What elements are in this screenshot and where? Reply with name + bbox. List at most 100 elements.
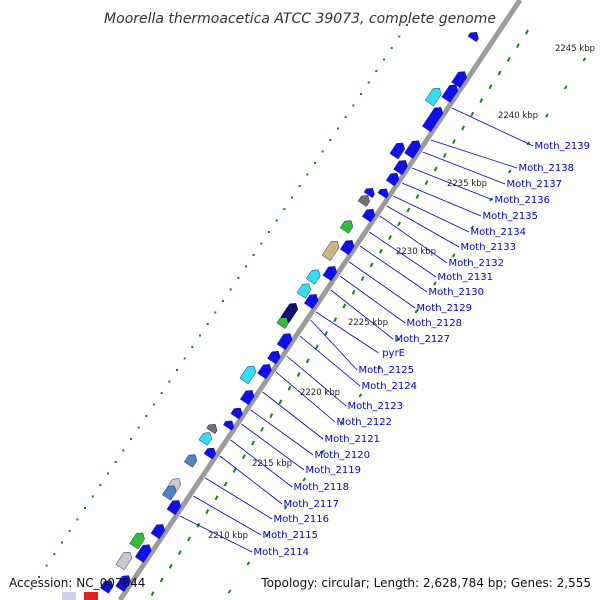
gc-tick bbox=[251, 440, 255, 446]
track-dot bbox=[375, 70, 378, 72]
gc-tick bbox=[433, 166, 438, 172]
gene-label[interactable]: Moth_2129 bbox=[417, 303, 472, 314]
track-dot bbox=[306, 173, 309, 176]
gene-block bbox=[467, 32, 479, 42]
gene-block bbox=[134, 544, 152, 563]
kbp-label: 2220 kbp bbox=[300, 388, 340, 398]
gene-label[interactable]: Moth_2138 bbox=[519, 163, 574, 174]
gene-label[interactable]: Moth_2120 bbox=[315, 450, 370, 461]
gc-tick-track bbox=[150, 29, 587, 597]
gc-tick bbox=[377, 365, 381, 370]
track-dot bbox=[122, 449, 125, 452]
gc-tick bbox=[342, 303, 347, 309]
gene-label[interactable]: Moth_2119 bbox=[306, 465, 361, 476]
track-dot bbox=[275, 219, 278, 222]
leader-line bbox=[393, 195, 470, 233]
gene-block bbox=[357, 195, 370, 207]
leader-line bbox=[250, 409, 314, 456]
track-dot bbox=[168, 380, 171, 383]
gc-tick bbox=[516, 43, 520, 49]
leader-line bbox=[369, 231, 437, 278]
gene-block bbox=[404, 140, 421, 159]
track-dot bbox=[130, 438, 132, 440]
gc-tick bbox=[414, 309, 419, 314]
gene-label[interactable]: Moth_2133 bbox=[461, 242, 516, 253]
gc-tick bbox=[461, 125, 465, 131]
track-dot bbox=[298, 185, 301, 187]
gc-tick bbox=[507, 169, 512, 174]
track-dot bbox=[107, 472, 109, 475]
gc-tick bbox=[227, 589, 232, 594]
gene-block bbox=[276, 333, 293, 350]
gc-tick bbox=[582, 57, 587, 62]
track-dot bbox=[360, 93, 362, 95]
gc-tick bbox=[406, 207, 411, 213]
gene-label[interactable]: Moth_2137 bbox=[507, 179, 562, 190]
leader-line bbox=[349, 261, 416, 309]
gene-label[interactable]: Moth_2132 bbox=[449, 258, 504, 269]
gene-block bbox=[389, 142, 405, 160]
track-dot bbox=[38, 576, 40, 578]
gene-block bbox=[99, 580, 114, 594]
gene-block bbox=[198, 432, 212, 446]
leader-line bbox=[179, 515, 253, 553]
track-dot bbox=[383, 58, 385, 61]
gene-block bbox=[166, 500, 182, 516]
gene-label[interactable]: Moth_2125 bbox=[359, 365, 414, 376]
gc-tick bbox=[315, 344, 319, 350]
gene-label[interactable]: Moth_2116 bbox=[274, 514, 329, 525]
gene-block bbox=[183, 454, 198, 468]
gc-tick bbox=[150, 591, 155, 597]
gc-tick bbox=[388, 235, 392, 240]
backbone bbox=[117, 0, 523, 600]
gene-label[interactable]: Moth_2123 bbox=[348, 401, 403, 412]
track-dot bbox=[114, 461, 117, 463]
gene-label[interactable]: Moth_2117 bbox=[284, 499, 339, 510]
leader-line bbox=[286, 355, 347, 407]
gene-label[interactable]: Moth_2118 bbox=[294, 482, 349, 493]
gene-label[interactable]: Moth_2136 bbox=[495, 195, 550, 206]
track-dot bbox=[321, 150, 324, 153]
gene-label[interactable]: Moth_2134 bbox=[471, 227, 526, 238]
gc-tick bbox=[442, 152, 447, 158]
kbp-label: 2235 kbp bbox=[447, 179, 487, 189]
leader-line bbox=[379, 215, 448, 264]
gene-label[interactable]: Moth_2139 bbox=[535, 141, 590, 152]
kbp-label: 2230 kbp bbox=[396, 247, 436, 257]
gc-tick bbox=[470, 111, 475, 117]
leader-line bbox=[219, 455, 283, 505]
leader-line bbox=[359, 245, 428, 293]
gene-labels[interactable]: Moth_2139 Moth_2138 Moth_2137 Moth_2136 Moth… bbox=[179, 107, 590, 558]
gene-label[interactable]: Moth_2115 bbox=[263, 530, 318, 541]
gc-tick bbox=[178, 550, 182, 556]
leader-line bbox=[422, 151, 506, 185]
track-dot bbox=[352, 104, 355, 107]
gc-tick bbox=[269, 413, 274, 419]
gene-block bbox=[239, 365, 257, 385]
gene-label[interactable]: Moth_2131 bbox=[438, 272, 493, 283]
gene-block bbox=[385, 172, 400, 187]
gene-block bbox=[230, 407, 243, 420]
track-dot bbox=[314, 162, 316, 164]
accession-text: Accession: NC_007644 bbox=[9, 576, 145, 590]
gc-tick bbox=[470, 225, 475, 230]
gene-label[interactable]: Moth_2124 bbox=[362, 381, 417, 392]
gene-label[interactable]: Moth_2128 bbox=[407, 318, 462, 329]
gene-block bbox=[422, 107, 444, 133]
track-dot bbox=[153, 403, 155, 406]
track-dot bbox=[45, 564, 48, 567]
track-dot bbox=[76, 518, 79, 521]
gc-tick bbox=[159, 577, 164, 583]
gene-label[interactable]: Moth_2127 bbox=[395, 334, 450, 345]
gene-label[interactable]: Moth_2130 bbox=[429, 287, 484, 298]
gene-label[interactable]: pyrE bbox=[382, 348, 405, 359]
gene-block bbox=[203, 447, 216, 460]
kbp-label: 2215 kbp bbox=[252, 459, 292, 469]
track-dot bbox=[291, 196, 293, 199]
gc-tick bbox=[214, 495, 219, 501]
gene-label[interactable]: Moth_2121 bbox=[325, 434, 380, 445]
gene-label[interactable]: Moth_2122 bbox=[337, 417, 392, 428]
gene-label[interactable]: Moth_2135 bbox=[483, 211, 538, 222]
gene-label[interactable]: Moth_2114 bbox=[254, 547, 309, 558]
track-dot bbox=[398, 35, 401, 38]
